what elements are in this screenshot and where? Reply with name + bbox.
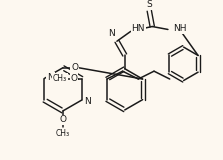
- Text: S: S: [147, 0, 152, 9]
- Text: N: N: [108, 29, 115, 38]
- Text: NH: NH: [173, 24, 186, 33]
- Text: O: O: [59, 115, 66, 124]
- Text: CH₃: CH₃: [56, 129, 70, 138]
- Text: N: N: [47, 73, 54, 82]
- Text: O: O: [71, 63, 78, 72]
- Text: O: O: [70, 74, 77, 83]
- Text: CH₃: CH₃: [53, 74, 67, 83]
- Text: N: N: [85, 97, 91, 106]
- Text: HN: HN: [132, 24, 145, 33]
